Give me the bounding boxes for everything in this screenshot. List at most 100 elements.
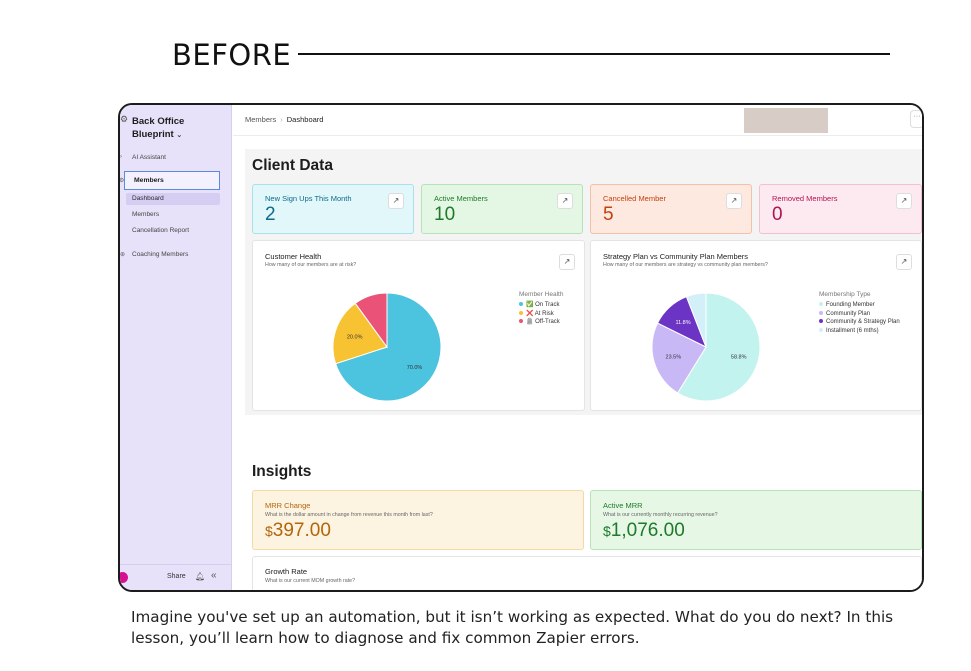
heading-rule xyxy=(298,53,890,55)
expand-arrow-icon[interactable]: ↗ xyxy=(896,193,912,209)
members-icon: ⚙ xyxy=(119,178,125,184)
workspace-name: Back Office Blueprint xyxy=(132,116,185,140)
sidebar-item-label: Members xyxy=(134,177,164,184)
pie-slice-installment-6-mths-[interactable] xyxy=(685,292,707,348)
main-content: Members › Dashboard ··· Client Data New Si… xyxy=(233,105,922,590)
legend-title: Member Health xyxy=(519,291,564,298)
insight-value: $1,076.00 xyxy=(603,520,685,541)
redacted-area xyxy=(744,108,828,133)
card-title: Strategy Plan vs Community Plan Members xyxy=(603,252,749,261)
legend-item-founding-member: Founding Member xyxy=(819,301,900,310)
membership-type-card: Strategy Plan vs Community Plan Members … xyxy=(590,240,922,411)
growth-rate-card: Growth Rate What is our current MOM grow… xyxy=(252,556,922,590)
insight-label: Growth Rate xyxy=(265,567,308,576)
breadcrumb-parent[interactable]: Members xyxy=(245,115,277,124)
stat-value: 0 xyxy=(772,204,783,225)
legend-dot xyxy=(519,302,523,307)
card-subtitle: How many of our members are at risk? xyxy=(265,262,357,268)
stat-card-removed: Removed Members 0 ↗ xyxy=(759,184,922,234)
breadcrumb: Members › Dashboard xyxy=(245,115,323,124)
breadcrumb-current: Dashboard xyxy=(286,115,324,124)
sidebar: ⚙ Back Office Blueprint ⌄ › AI Assistant… xyxy=(120,105,232,590)
chevron-right-icon: › xyxy=(120,154,122,160)
breadcrumb-separator: › xyxy=(280,115,283,124)
client-data-title: Client Data xyxy=(252,157,333,174)
stat-value: 10 xyxy=(434,204,456,225)
sidebar-item-ai-assistant[interactable]: AI Assistant xyxy=(132,154,166,161)
legend-dot xyxy=(819,302,823,307)
legend-item-community-strategy-plan: Community & Strategy Plan xyxy=(819,318,900,327)
sidebar-item-members-sub[interactable]: Members xyxy=(132,211,160,218)
pie-slice-on-track[interactable] xyxy=(335,292,442,402)
stat-label: New Sign Ups This Month xyxy=(265,194,352,203)
insight-subtitle: What is our current MOM growth rate? xyxy=(265,578,356,584)
chevron-down-icon: ⌄ xyxy=(176,132,183,139)
legend: Member Health ✅ On Track ❌ At Risk 🪦 Off… xyxy=(519,291,563,327)
lesson-caption: Imagine you've set up an automation, but… xyxy=(131,608,894,647)
insight-subtitle: What is the dollar amount in change from… xyxy=(265,512,433,518)
customer-health-card: Customer Health How many of our members … xyxy=(252,240,585,411)
before-heading: BEFORE xyxy=(172,38,292,72)
active-mrr-card: Active MRR What is our currently monthly… xyxy=(590,490,922,550)
insight-label: Active MRR xyxy=(603,501,643,510)
insight-value: $397.00 xyxy=(265,520,331,541)
expand-arrow-icon[interactable]: ↗ xyxy=(557,193,573,209)
pie-data-label: 70.0% xyxy=(407,365,423,371)
pie-data-label: 20.0% xyxy=(347,334,363,340)
stat-label: Active Members xyxy=(434,194,488,203)
stat-card-active-members: Active Members 10 ↗ xyxy=(421,184,583,234)
sidebar-item-cancellation-report[interactable]: Cancellation Report xyxy=(132,227,190,234)
app-screenshot: ⚙ Back Office Blueprint ⌄ › AI Assistant… xyxy=(118,103,924,592)
sidebar-item-coaching-members[interactable]: Coaching Members xyxy=(132,251,189,258)
expand-arrow-icon[interactable]: ↗ xyxy=(388,193,404,209)
avatar[interactable] xyxy=(120,572,128,583)
sidebar-footer: Share 🔔︎ « xyxy=(120,564,232,590)
stat-card-new-signups: New Sign Ups This Month 2 ↗ xyxy=(252,184,414,234)
expand-arrow-icon[interactable]: ↗ xyxy=(726,193,742,209)
pie-data-label: 11.8% xyxy=(675,320,690,326)
customer-health-pie-chart: 70.0% 20.0% xyxy=(332,292,442,402)
pie-slice-off-track[interactable] xyxy=(354,292,388,349)
insight-subtitle: What is our currently monthly recurring … xyxy=(603,512,718,518)
membership-type-pie-chart: 58.8% 23.5% 11.8% xyxy=(651,292,761,402)
workspace-switcher[interactable]: Back Office Blueprint ⌄ xyxy=(132,115,222,142)
workspace-icon: ⚙ xyxy=(120,114,129,124)
pie-slice-founding-member[interactable] xyxy=(676,292,761,402)
card-title: Customer Health xyxy=(265,252,322,261)
pie-data-label: 58.8% xyxy=(731,354,747,360)
sidebar-item-members[interactable]: Members xyxy=(124,171,220,190)
stat-card-cancelled: Cancelled Member 5 ↗ xyxy=(590,184,752,234)
insight-label: MRR Change xyxy=(265,501,311,510)
pie-slice-at-risk[interactable] xyxy=(332,302,388,365)
pie-data-label: 23.5% xyxy=(666,354,682,360)
legend-item-on-track: ✅ On Track xyxy=(519,301,563,310)
legend-dot xyxy=(519,319,523,324)
legend-dot xyxy=(819,310,823,315)
legend-item-off-track: 🪦 Off-Track xyxy=(519,318,563,327)
card-subtitle: How many of our members are strategy vs … xyxy=(603,262,768,268)
expand-arrow-icon[interactable]: ↗ xyxy=(896,254,912,270)
legend-item-installment: Installment (6 mths) xyxy=(819,327,900,336)
legend-dot xyxy=(819,319,823,324)
more-options-icon[interactable]: ··· xyxy=(910,110,922,128)
stat-value: 2 xyxy=(265,204,276,225)
sidebar-item-dashboard[interactable]: Dashboard xyxy=(126,193,220,205)
share-button[interactable]: Share xyxy=(167,573,186,580)
stat-label: Removed Members xyxy=(772,194,838,203)
stat-value: 5 xyxy=(603,204,614,225)
legend-dot xyxy=(819,327,823,332)
top-bar: Members › Dashboard ··· xyxy=(233,105,922,136)
expand-arrow-icon[interactable]: ↗ xyxy=(559,254,575,270)
insights-title: Insights xyxy=(252,463,312,480)
bell-icon[interactable]: 🔔︎ xyxy=(195,572,206,581)
legend-dot xyxy=(519,310,523,315)
stat-label: Cancelled Member xyxy=(603,194,666,203)
sidebar-item-label: Dashboard xyxy=(132,195,164,202)
mrr-change-card: MRR Change What is the dollar amount in … xyxy=(252,490,584,550)
coaching-icon: ⊕ xyxy=(120,252,126,258)
legend-item-community-plan: Community Plan xyxy=(819,310,900,319)
collapse-sidebar-icon[interactable]: « xyxy=(211,570,217,581)
legend-title: Membership Type xyxy=(819,291,871,298)
legend: Membership Type Founding Member Communit… xyxy=(819,291,900,335)
